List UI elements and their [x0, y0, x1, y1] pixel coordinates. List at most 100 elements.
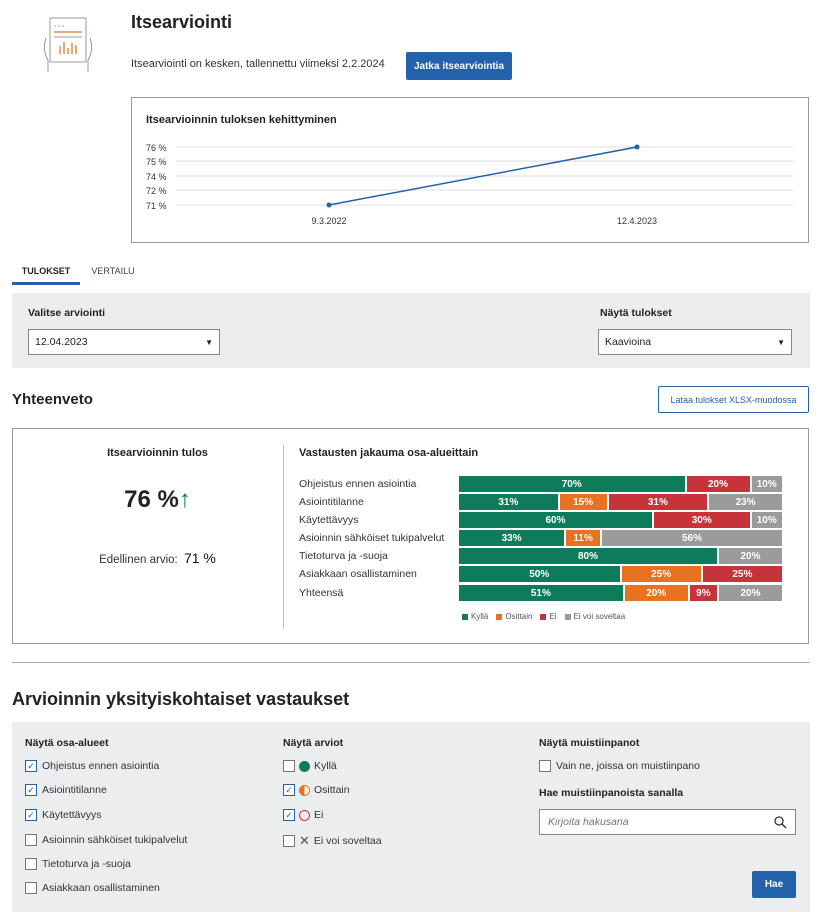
summary-heading: Yhteenveto [12, 391, 93, 408]
previous-result: Edellinen arvio: 71 % [70, 550, 245, 566]
assessment-select-value: 12.04.2023 [35, 336, 88, 348]
bar-segment-kyllä: 50% [459, 566, 620, 582]
area-label: Käytettävyys [42, 809, 102, 821]
bar-segment-osittain: 11% [566, 530, 600, 546]
previous-value: 71 % [183, 550, 216, 566]
legend-swatch [462, 613, 468, 620]
search-label: Hae muistiinpanoista sanalla [539, 787, 684, 799]
legend-item: Kyllä [462, 612, 488, 621]
notes-only-label: Vain ne, joissa on muistiinpano [556, 760, 700, 772]
page-title: Itsearviointi [131, 12, 233, 32]
display-select[interactable]: Kaavioina ▼ [598, 329, 792, 355]
legend-swatch [496, 613, 503, 620]
area-checkbox[interactable]: ✓ [25, 760, 37, 772]
area-label: Ohjeistus ennen asiointia [42, 760, 160, 772]
bar-segment-ei: 9% [689, 585, 717, 601]
notes-only-checkbox-row[interactable]: Vain ne, joissa on muistiinpano [539, 760, 700, 772]
tab-compare[interactable]: VERTAILU [84, 263, 142, 285]
area-checkbox-row[interactable]: ✓ Ohjeistus ennen asiointia [25, 760, 159, 772]
notes-label: Näytä muistiinpanot [539, 737, 640, 749]
progress-line-chart: 76 % 75 % 74 % 72 % 71 % 9.3.2022 12.4.2023 [146, 143, 793, 226]
notes-search-field[interactable] [539, 809, 796, 835]
rating-checkbox-row[interactable]: ✓ Osittain [283, 784, 350, 796]
bar-segment-ei: 31% [608, 494, 708, 510]
bar-segment-ei: 25% [702, 566, 782, 582]
bar-segment-kyllä: 60% [459, 512, 652, 528]
display-select-label: Näytä tulokset [600, 307, 672, 319]
bar-segment-osittain: 25% [621, 566, 701, 582]
result-value: 76 % [124, 486, 179, 513]
download-xlsx-button[interactable]: Lataa tulokset XLSX-muodossa [658, 386, 809, 413]
search-button[interactable]: Hae [752, 871, 796, 898]
rating-checkbox[interactable] [283, 834, 295, 847]
bar-segment-kyllä: 31% [459, 494, 558, 510]
assessment-select[interactable]: 12.04.2023 ▼ [28, 329, 220, 355]
rating-checkbox[interactable] [283, 760, 295, 772]
notes-only-checkbox[interactable] [539, 760, 551, 772]
rating-checkbox-row[interactable]: ✓ Ei [283, 809, 323, 821]
tab-results[interactable]: TULOKSET [12, 263, 80, 285]
rating-checkbox-row[interactable]: ✕ Ei voi soveltaa [283, 834, 382, 847]
section-divider [12, 662, 810, 663]
legend-label: Ei [549, 612, 557, 621]
legend-label: Osittain [505, 612, 533, 621]
y-tick-label: 75 % [146, 157, 167, 167]
x-tick-label: 12.4.2023 [617, 216, 657, 226]
rating-checkbox[interactable]: ✓ [283, 809, 295, 821]
half-circle-icon [299, 784, 310, 796]
continue-assessment-button[interactable]: Jatka itsearviointia [406, 52, 512, 80]
category-label: Käytettävyys [299, 514, 359, 526]
notes-search-input[interactable] [548, 816, 748, 828]
display-select-value: Kaavioina [605, 336, 652, 348]
rating-checkbox[interactable]: ✓ [283, 784, 295, 796]
rating-checkbox-row[interactable]: Kyllä [283, 760, 337, 772]
legend-item: Osittain [496, 612, 532, 621]
category-label: Asiointitilanne [299, 496, 364, 508]
bar-segment-ei-voi-soveltaa: 20% [719, 585, 782, 601]
bar-segment-ei-voi-soveltaa: 23% [709, 494, 782, 510]
dropdown-arrow-icon: ▼ [205, 337, 213, 347]
bar-segment-kyllä: 80% [459, 548, 717, 564]
bar-segment-ei: 30% [654, 512, 750, 528]
category-label: Tietoturva ja -suoja [299, 550, 388, 562]
dropdown-arrow-icon: ▼ [777, 337, 785, 347]
bar-segment-osittain: 20% [624, 585, 688, 601]
area-checkbox[interactable] [25, 882, 37, 894]
search-icon[interactable] [774, 815, 787, 829]
bar-segment-kyllä: 70% [459, 476, 685, 492]
y-tick-label: 71 % [146, 201, 167, 211]
rating-label: Kyllä [314, 760, 337, 772]
category-label: Yhteensä [299, 587, 344, 599]
areas-label: Näytä osa-alueet [25, 737, 109, 749]
legend-item: Ei [540, 612, 557, 621]
area-checkbox[interactable]: ✓ [25, 784, 37, 796]
area-checkbox-row[interactable]: ✓ Käytettävyys [25, 809, 102, 821]
bar-segment-ei-voi-soveltaa: 10% [751, 512, 782, 528]
legend-swatch [540, 613, 547, 620]
assessment-select-label: Valitse arviointi [28, 307, 106, 319]
area-checkbox[interactable] [25, 834, 37, 846]
bar-segment-ei: 20% [686, 476, 750, 492]
bar-segment-kyllä: 51% [459, 585, 623, 601]
area-checkbox-row[interactable]: Asioinnin sähköiset tukipalvelut [25, 834, 187, 846]
distribution-chart-title: Vastausten jakauma osa-alueittain [299, 447, 479, 459]
chart-legend: Kyllä Osittain Ei Ei voi soveltaa [462, 612, 625, 621]
progress-chart-title: Itsearvioinnin tuloksen kehittyminen [146, 114, 337, 126]
tab-compare-label: VERTAILU [91, 266, 135, 276]
summary-divider [283, 445, 284, 628]
area-checkbox-row[interactable]: ✓ Asiointitilanne [25, 784, 107, 796]
area-checkbox[interactable] [25, 858, 37, 870]
save-status-text: Itsearviointi on kesken, tallennettu vii… [131, 58, 385, 70]
arrow-up-icon: ↑ [178, 486, 191, 513]
category-label: Ohjeistus ennen asiointia [299, 478, 417, 490]
area-checkbox-row[interactable]: Asiakkaan osallistaminen [25, 882, 160, 894]
area-label: Asiakkaan osallistaminen [42, 882, 160, 894]
area-checkbox[interactable]: ✓ [25, 809, 37, 821]
y-tick-label: 72 % [146, 186, 167, 196]
bar-segment-kyllä: 33% [459, 530, 565, 546]
area-checkbox-row[interactable]: Tietoturva ja -suoja [25, 858, 131, 870]
tab-results-label: TULOKSET [21, 266, 71, 276]
progress-chart-panel: Itsearvioinnin tuloksen kehittyminen 76 … [131, 97, 809, 243]
y-tick-label: 76 % [146, 143, 167, 153]
empty-circle-icon [299, 809, 310, 821]
